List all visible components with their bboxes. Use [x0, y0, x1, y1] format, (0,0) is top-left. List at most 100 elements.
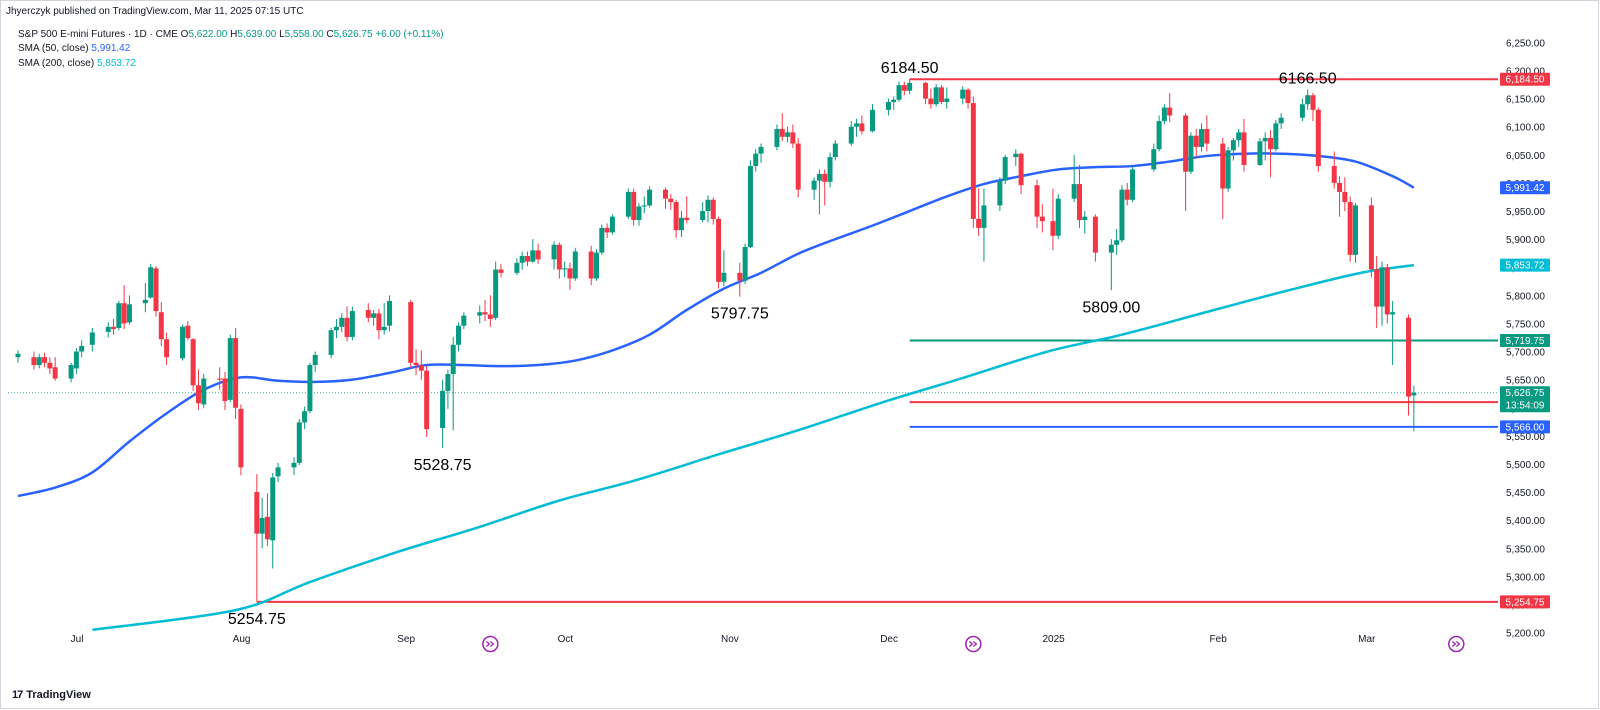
event-marker-icon[interactable] — [1448, 635, 1465, 653]
candle[interactable] — [1119, 185, 1125, 243]
candle[interactable] — [302, 406, 308, 430]
candle[interactable] — [785, 126, 791, 143]
candle[interactable] — [1390, 300, 1396, 366]
symbol-name[interactable]: S&P 500 E-mini Futures · 1D · CME — [18, 29, 178, 40]
candle[interactable] — [456, 322, 462, 352]
candle[interactable] — [604, 223, 610, 239]
candle[interactable] — [1188, 132, 1194, 174]
candle[interactable] — [1305, 89, 1311, 110]
candle[interactable] — [530, 239, 536, 263]
candle[interactable] — [779, 113, 785, 142]
candle[interactable] — [891, 96, 897, 110]
candle[interactable] — [68, 362, 74, 383]
candle[interactable] — [445, 369, 451, 409]
candle[interactable] — [1262, 132, 1268, 161]
candle[interactable] — [440, 379, 446, 448]
candle[interactable] — [747, 160, 753, 249]
candle[interactable] — [1082, 211, 1088, 234]
candle[interactable] — [1156, 115, 1162, 152]
candle[interactable] — [349, 306, 355, 341]
candle[interactable] — [710, 197, 716, 225]
candle[interactable] — [944, 87, 950, 109]
candle[interactable] — [164, 332, 170, 366]
candle[interactable] — [721, 250, 727, 287]
candle[interactable] — [42, 352, 48, 368]
candle[interactable] — [1076, 164, 1082, 228]
candle[interactable] — [1039, 204, 1045, 233]
candle[interactable] — [556, 242, 562, 279]
candle[interactable] — [1002, 154, 1008, 185]
candle[interactable] — [195, 369, 201, 411]
event-marker-icon[interactable] — [965, 635, 982, 653]
candle[interactable] — [716, 216, 722, 289]
candle[interactable] — [217, 367, 223, 390]
candle[interactable] — [997, 177, 1003, 212]
candle[interactable] — [1374, 255, 1380, 328]
sma50-legend[interactable]: SMA (50, close) 5,991.42 — [18, 43, 130, 54]
candle[interactable] — [774, 124, 780, 151]
candle[interactable] — [339, 313, 345, 333]
candle[interactable] — [1013, 149, 1019, 167]
candle[interactable] — [1050, 188, 1056, 251]
candle[interactable] — [636, 203, 642, 226]
candle[interactable] — [1092, 214, 1098, 262]
candle[interactable] — [976, 188, 982, 236]
candle[interactable] — [594, 249, 600, 281]
candle[interactable] — [1055, 194, 1061, 240]
candle[interactable] — [678, 211, 684, 237]
candle[interactable] — [599, 224, 605, 255]
event-markers[interactable] — [482, 635, 1465, 653]
candle[interactable] — [1034, 179, 1040, 228]
candle[interactable] — [795, 137, 801, 198]
candle[interactable] — [1183, 113, 1189, 212]
candle[interactable] — [641, 196, 647, 214]
candle[interactable] — [896, 81, 902, 102]
candle[interactable] — [753, 149, 759, 172]
candle[interactable] — [31, 351, 37, 370]
candle[interactable] — [1379, 261, 1385, 326]
candle[interactable] — [869, 104, 875, 133]
candle[interactable] — [148, 263, 154, 299]
candle[interactable] — [1108, 239, 1114, 291]
candle[interactable] — [482, 299, 488, 322]
candle[interactable] — [832, 140, 838, 161]
candle[interactable] — [142, 282, 148, 313]
candle[interactable] — [1220, 137, 1226, 219]
candle[interactable] — [111, 318, 117, 335]
candle[interactable] — [965, 88, 971, 109]
candle[interactable] — [1130, 166, 1136, 203]
candle[interactable] — [928, 88, 934, 109]
candle[interactable] — [190, 338, 196, 391]
candle[interactable] — [1161, 104, 1167, 125]
candle[interactable] — [291, 457, 297, 476]
candle[interactable] — [854, 118, 860, 137]
sma200-legend[interactable]: SMA (200, close) 5,853.72 — [18, 58, 136, 69]
candle[interactable] — [572, 248, 578, 281]
candle[interactable] — [264, 493, 270, 547]
candle[interactable] — [15, 350, 21, 363]
candle[interactable] — [1406, 314, 1412, 416]
candle[interactable] — [535, 243, 541, 264]
candle[interactable] — [1368, 197, 1374, 278]
candle[interactable] — [312, 351, 318, 372]
candle[interactable] — [758, 143, 764, 163]
candle[interactable] — [126, 295, 132, 325]
candle[interactable] — [562, 261, 568, 278]
candle[interactable] — [1384, 263, 1390, 324]
candle[interactable] — [387, 295, 393, 332]
candle[interactable] — [47, 357, 53, 375]
candle[interactable] — [1151, 143, 1157, 172]
time-axis[interactable]: Jul Aug Sep Oct Nov Dec 2025 Feb Mar — [71, 634, 1376, 645]
candle[interactable] — [1347, 196, 1353, 262]
candle[interactable] — [52, 357, 58, 381]
candle[interactable] — [275, 462, 281, 482]
candle[interactable] — [705, 195, 711, 223]
candle[interactable] — [885, 98, 891, 116]
candle[interactable] — [519, 251, 525, 270]
candle[interactable] — [333, 318, 339, 339]
candle[interactable] — [450, 336, 456, 431]
candle[interactable] — [296, 419, 302, 466]
candle[interactable] — [567, 262, 573, 290]
candle[interactable] — [153, 266, 159, 317]
candle[interactable] — [1193, 128, 1199, 158]
